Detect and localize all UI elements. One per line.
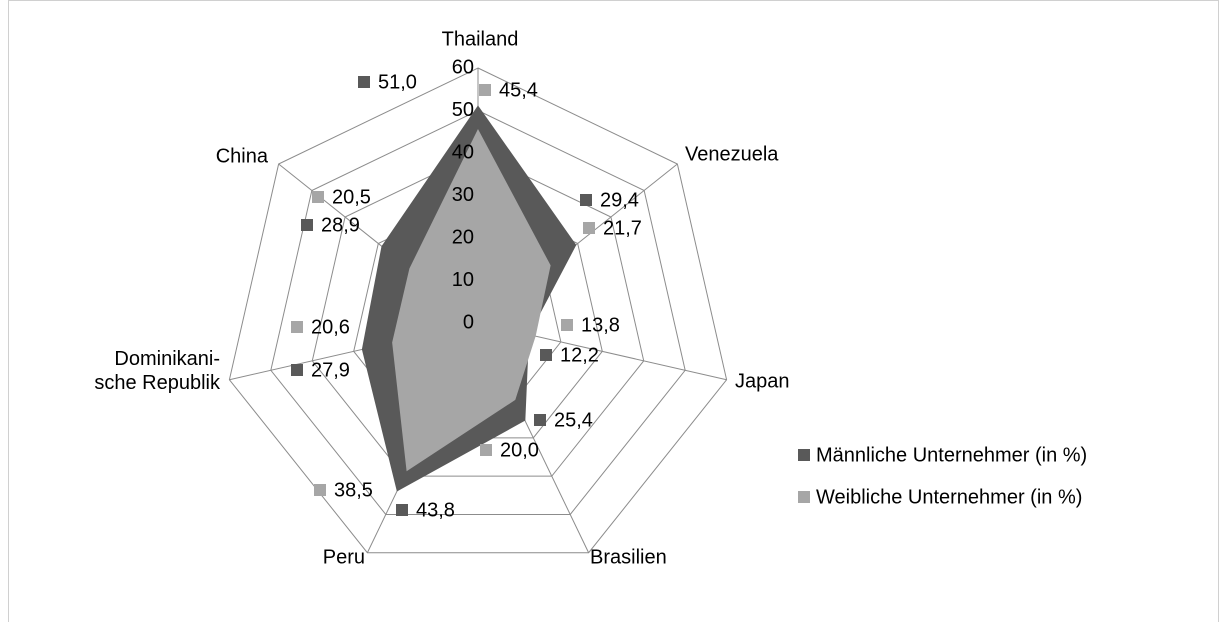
grid-ring	[311, 152, 645, 477]
label-marker	[580, 194, 592, 206]
category-label: Dominikani-sche Republik	[94, 348, 221, 394]
label-marker	[480, 444, 492, 456]
data-label: 43,8	[416, 499, 455, 521]
category-label: Thailand	[442, 28, 519, 50]
label-marker	[479, 84, 491, 96]
y-tick-label: 20	[452, 226, 474, 248]
data-label: 25,4	[554, 409, 593, 431]
label-marker	[314, 484, 326, 496]
y-tick-label: 10	[452, 269, 474, 291]
label-marker	[540, 349, 552, 361]
category-label: China	[216, 145, 269, 167]
legend-marker	[798, 449, 810, 461]
data-label: 12,2	[560, 344, 599, 366]
category-label: Peru	[323, 546, 365, 568]
category-label: Japan	[735, 370, 790, 392]
legend-label: Männliche Unternehmer (in %)	[816, 444, 1087, 466]
legend-marker	[798, 491, 810, 503]
y-tick-label: 0	[463, 311, 474, 333]
category-label: Brasilien	[590, 546, 667, 568]
y-tick-label: 40	[452, 141, 474, 163]
data-label: 28,9	[321, 214, 360, 236]
label-marker	[583, 222, 595, 234]
data-label: 45,4	[499, 79, 538, 101]
label-marker	[301, 219, 313, 231]
label-marker	[291, 364, 303, 376]
y-tick-label: 50	[452, 99, 474, 121]
chart-border	[8, 0, 1219, 622]
grid-ring	[228, 67, 728, 554]
data-label: 20,5	[332, 186, 371, 208]
legend-label: Weibliche Unternehmer (in %)	[816, 486, 1082, 508]
data-label: 27,9	[311, 359, 350, 381]
data-label: 38,5	[334, 479, 373, 501]
category-label: Venezuela	[685, 143, 779, 165]
label-marker	[561, 319, 573, 331]
data-label: 20,6	[311, 316, 350, 338]
label-marker	[534, 414, 546, 426]
y-tick-label: 60	[452, 56, 474, 78]
label-marker	[291, 321, 303, 333]
data-label: 51,0	[378, 71, 417, 93]
y-tick-label: 30	[452, 184, 474, 206]
data-label: 20,0	[500, 439, 539, 461]
data-label: 29,4	[600, 189, 639, 211]
data-label: 21,7	[603, 217, 642, 239]
data-label: 13,8	[581, 314, 620, 336]
label-marker	[396, 504, 408, 516]
label-marker	[312, 191, 324, 203]
series-area	[392, 128, 551, 472]
label-marker	[358, 76, 370, 88]
